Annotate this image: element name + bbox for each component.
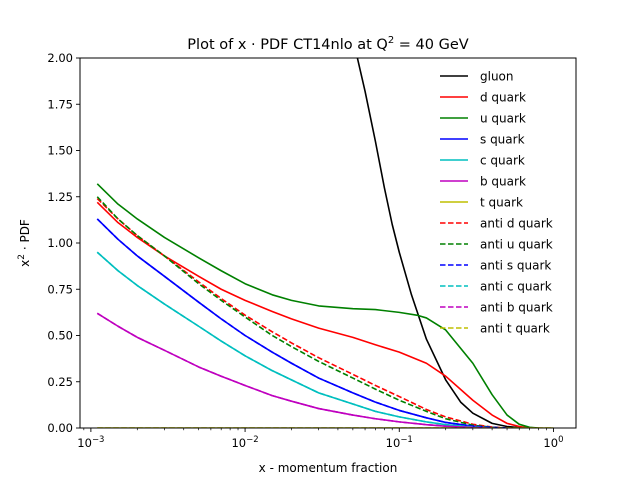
y-axis: 0.00 0.25 0.50 0.75 1.00 1.25 1.50 1.75 2.00	[47, 51, 80, 435]
series-layer	[96, 58, 554, 428]
y-axis-label-sup: 2	[17, 254, 27, 260]
y-tick-label: 1.00	[47, 236, 73, 250]
y-axis-label-suffix: · PDF	[18, 219, 32, 254]
x-tick-label: 10−2	[231, 435, 258, 450]
y-axis-label-main: x	[18, 260, 32, 267]
y-tick-label: 0.25	[47, 375, 73, 389]
series-line-d-quark	[96, 201, 530, 428]
series-line-b-quark	[96, 312, 493, 428]
y-axis-label: x2 · PDF	[17, 219, 32, 267]
legend-label: b quark	[480, 175, 526, 189]
x-tick-base: 10	[543, 436, 558, 450]
legend-label: anti d quark	[480, 217, 553, 231]
x-axis: 10−3 10−2 10−1 100	[77, 428, 563, 450]
legend-label: gluon	[480, 70, 514, 84]
y-tick-label: 1.25	[47, 190, 73, 204]
series-line-s-quark	[96, 218, 508, 428]
y-tick-label: 2.00	[47, 51, 73, 65]
series-line-anti-b-quark	[96, 312, 493, 428]
legend-label: c quark	[480, 154, 525, 168]
series-line-anti-u-quark	[96, 196, 508, 428]
chart-title: Plot of x · PDF CT14nlo at Q2 = 40 GeV	[187, 35, 468, 53]
series-line-anti-s-quark	[96, 218, 508, 428]
y-tick-label: 1.50	[47, 144, 73, 158]
legend-label: s quark	[480, 133, 525, 147]
legend-label: u quark	[480, 112, 526, 126]
legend: gluon d quark u quark s quark c quark b quark…	[440, 70, 553, 336]
legend-label: d quark	[480, 91, 526, 105]
y-tick-label: 0.00	[47, 421, 73, 435]
y-tick-label: 1.75	[47, 97, 73, 111]
x-tick-exp: −2	[246, 435, 259, 445]
x-tick-exp: 0	[558, 435, 563, 445]
x-tick-label: 100	[543, 435, 563, 450]
x-tick-base: 10	[231, 436, 246, 450]
chart-title-suffix: = 40 GeV	[394, 37, 469, 53]
series-line-anti-c-quark	[96, 251, 493, 428]
x-tick-exp: −1	[400, 435, 413, 445]
series-line-gluon	[356, 58, 530, 428]
chart-title-main: Plot of x · PDF CT14nlo at Q	[187, 37, 388, 53]
x-tick-base: 10	[77, 436, 92, 450]
legend-label: anti c quark	[480, 280, 552, 294]
x-tick-base: 10	[386, 436, 401, 450]
chart-title-sup: 2	[388, 35, 394, 46]
y-tick-label: 0.50	[47, 329, 73, 343]
x-tick-exp: −3	[92, 435, 105, 445]
x-tick-label: 10−3	[77, 435, 104, 450]
x-tick-label: 10−1	[386, 435, 413, 450]
legend-label: anti t quark	[480, 322, 550, 336]
legend-label: t quark	[480, 196, 523, 210]
legend-label: anti u quark	[480, 238, 553, 252]
legend-label: anti s quark	[480, 259, 551, 273]
series-line-u-quark	[96, 183, 539, 428]
legend-label: anti b quark	[480, 301, 553, 315]
x-axis-label: x - momentum fraction	[259, 461, 398, 475]
y-tick-label: 0.75	[47, 282, 73, 296]
